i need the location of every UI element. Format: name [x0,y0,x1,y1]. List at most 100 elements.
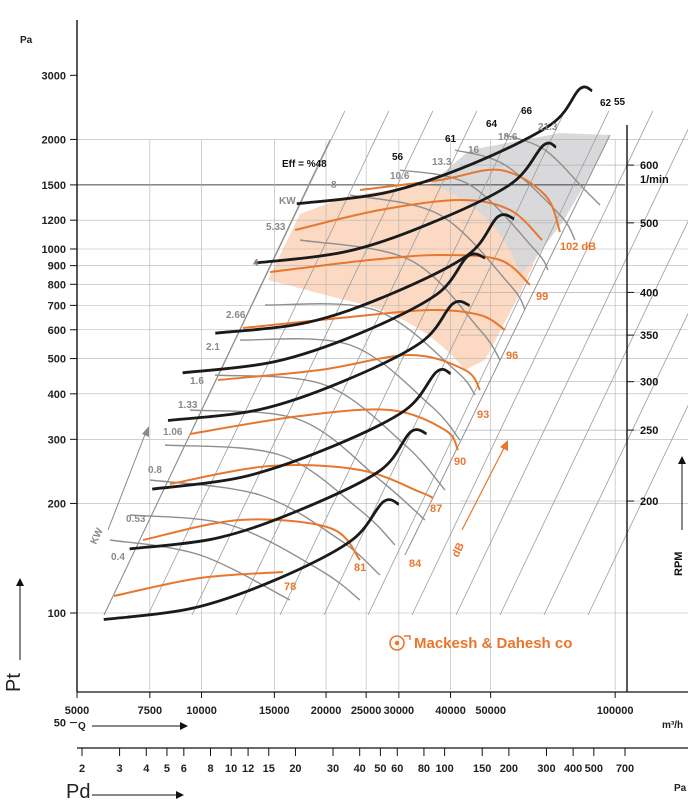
power-label: 8 [331,180,337,191]
y-tick-label: 50 [54,718,66,730]
rpm-axis-label: RPM [673,552,685,576]
fan-icon-hub [395,641,399,645]
x-tick-label: 20000 [311,705,342,717]
x-tick-label: 30000 [384,705,415,717]
pd-tick-label: 20 [289,763,301,775]
power-label: 0.4 [111,552,125,563]
noise-label: 102 dB [560,241,596,253]
y-unit-label: Pa [20,35,33,46]
rpm-arrow-head [678,456,686,464]
pd-tick-label: 6 [181,763,187,775]
efficiency-label: 62 [600,98,612,109]
fan-curve-200 [104,500,399,620]
x-tick-label: 25000 [351,705,382,717]
pd-tick-label: 150 [473,763,491,775]
fan-curve-300 [152,369,450,489]
pd-axis-label: Pd [66,781,90,802]
rpm-tick-label: 500 [640,218,658,230]
y-tick-label: 1500 [42,180,66,192]
x-tick-label: 100000 [597,705,634,717]
q-unit-label: m³/h [662,720,683,731]
fan-icon-outlet [404,636,410,640]
y-tick-label: 700 [48,300,66,312]
power-label: 2.66 [226,310,246,321]
noise-curve [114,572,283,596]
x-tick-label: 15000 [259,705,290,717]
power-label: 0.8 [148,465,162,476]
rpm-tick-label: 400 [640,287,658,299]
power-label: 0.53 [126,514,146,525]
y-tick-label: 600 [48,325,66,337]
pd-tick-label: 15 [263,763,275,775]
efficiency-label: 56 [392,152,404,163]
pd-tick-label: 700 [616,763,634,775]
noise-label: 84 [409,558,422,570]
pd-tick-label: 10 [225,763,237,775]
pd-tick-label: 8 [207,763,213,775]
db-arrow-line [462,446,505,530]
pd-tick-label: 400 [564,763,582,775]
y-tick-label: 300 [48,434,66,446]
y-tick-label: 400 [48,389,66,401]
diag-line [192,111,433,615]
y-tick-label: 900 [48,261,66,273]
efficiency-power-label: 21.3 [538,122,558,133]
pd-tick-label: 4 [143,763,150,775]
kw-arrow-head [142,426,149,437]
rpm-unit-label: 1/min [640,174,669,186]
pd-tick-label: 2 [79,763,85,775]
power-label: 2.1 [206,342,220,353]
pd-tick-label: 5 [164,763,170,775]
pt-axis-label: Pt [3,673,25,692]
rpm-tick-label: 350 [640,330,658,342]
efficiency-label: 61 [445,134,457,145]
rpm-tick-label: 600 [640,160,658,172]
noise-label: 81 [354,562,366,574]
brand-logo: Mackesh & Dahesh co [390,635,572,652]
efficiency-power-label: 16 [468,145,480,156]
noise-label: 96 [506,350,518,362]
q-arrow-head [180,722,188,730]
efficiency-power-label: 10.6 [390,171,410,182]
noise-label: 93 [477,409,489,421]
q-label: Q [78,721,86,732]
db-arrow-head [500,440,508,451]
power-label: 1.33 [178,400,198,411]
power-label: 1.06 [163,427,183,438]
efficiency-label: 66 [521,106,533,117]
pd-tick-label: 80 [418,763,430,775]
efficiency-curve [165,445,395,545]
pd-tick-label: 12 [242,763,254,775]
kw-annotation: KW [89,526,106,546]
y-tick-label: 500 [48,354,66,366]
y-tick-label: 1000 [42,244,66,256]
rpm-tick-label: 250 [640,425,658,437]
pd-tick-label: 3 [117,763,123,775]
noise-label: 90 [454,456,466,468]
efficiency-label: 55 [614,97,626,108]
pd-arrow-head [176,791,184,799]
rpm-tick-label: 200 [640,496,658,508]
y-tick-label: 200 [48,498,66,510]
power-label: 1.6 [190,376,204,387]
x-tick-label: 40000 [435,705,466,717]
efficiency-power-label: 18.6 [498,132,518,143]
y-tick-label: 800 [48,279,66,291]
noise-label: 99 [536,291,548,303]
pd-tick-label: 40 [354,763,366,775]
power-label: 4 [253,258,259,269]
rpm-tick-label: 300 [640,377,658,389]
x-tick-label: 5000 [65,705,89,717]
x-tick-label: 7500 [138,705,162,717]
pd-tick-label: 60 [391,763,403,775]
pt-arrow-head [16,578,24,586]
efficiency-label: Eff = %48 [282,159,327,170]
db-annotation: dB [450,541,467,559]
y-tick-label: 3000 [42,70,66,82]
y-tick-label: 1200 [42,215,66,227]
pd-tick-label: 100 [435,763,453,775]
noise-label: 78 [284,581,296,593]
x-tick-label: 50000 [475,705,506,717]
x-tick-label: 10000 [186,705,217,717]
